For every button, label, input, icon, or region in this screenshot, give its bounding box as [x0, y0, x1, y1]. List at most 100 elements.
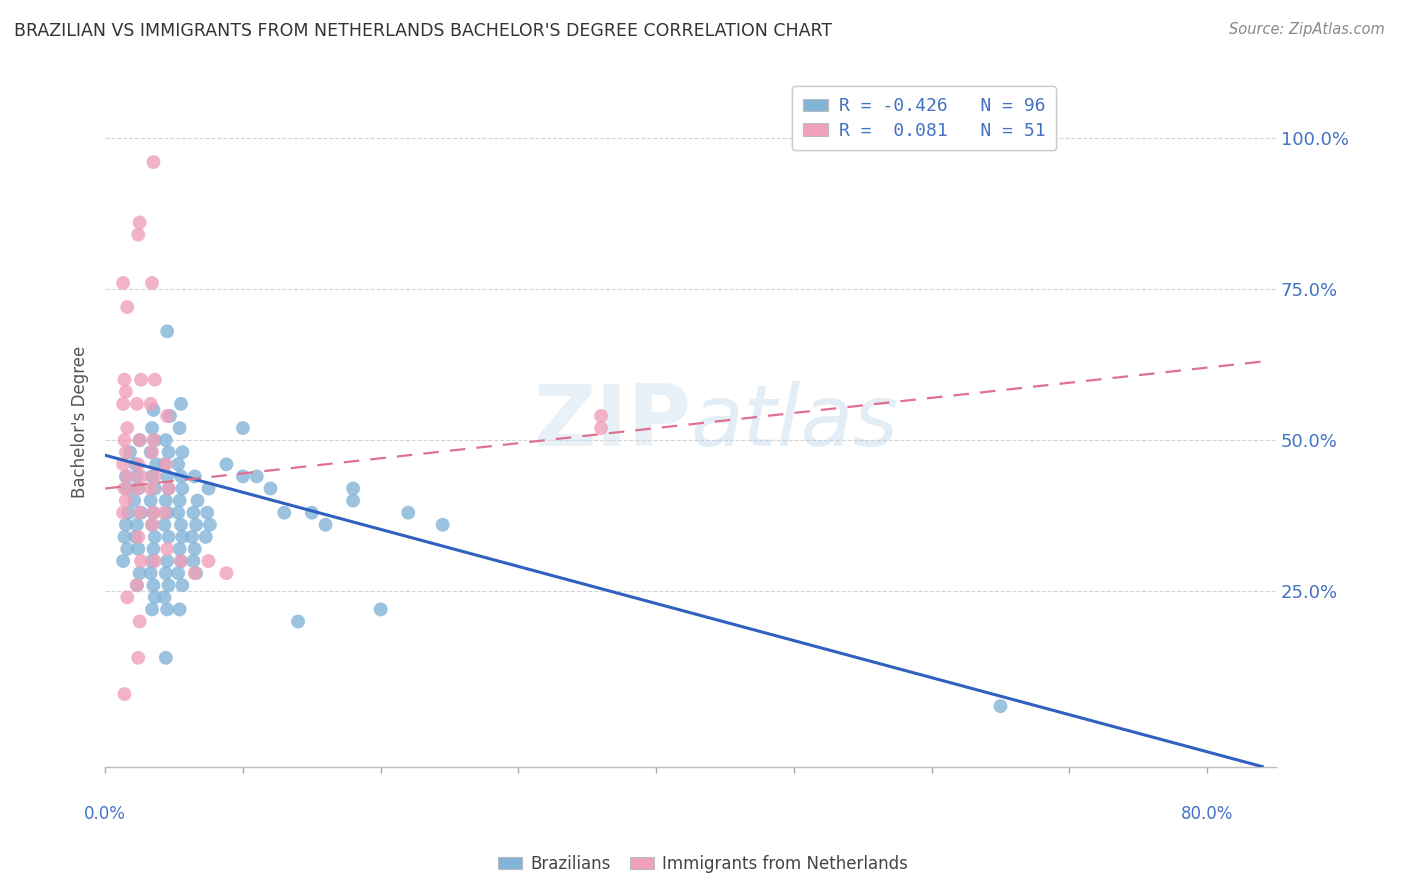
- Point: [273, 506, 295, 520]
- Text: BRAZILIAN VS IMMIGRANTS FROM NETHERLANDS BACHELOR'S DEGREE CORRELATION CHART: BRAZILIAN VS IMMIGRANTS FROM NETHERLANDS…: [14, 22, 832, 40]
- Point: [141, 554, 163, 568]
- Point: [114, 530, 136, 544]
- Point: [143, 482, 166, 496]
- Point: [114, 482, 136, 496]
- Point: [142, 155, 165, 169]
- Point: [169, 541, 191, 556]
- Point: [194, 530, 217, 544]
- Point: [141, 469, 163, 483]
- Point: [259, 482, 281, 496]
- Point: [197, 482, 219, 496]
- Legend: R = -0.426   N = 96, R =  0.081   N = 51: R = -0.426 N = 96, R = 0.081 N = 51: [792, 87, 1056, 151]
- Point: [115, 493, 138, 508]
- Point: [117, 541, 139, 556]
- Point: [128, 433, 150, 447]
- Point: [156, 541, 179, 556]
- Point: [128, 566, 150, 581]
- Point: [156, 409, 179, 423]
- Point: [232, 421, 254, 435]
- Point: [117, 506, 139, 520]
- Text: 0.0%: 0.0%: [84, 805, 127, 823]
- Point: [125, 469, 148, 483]
- Point: [184, 566, 207, 581]
- Point: [195, 506, 218, 520]
- Point: [184, 517, 207, 532]
- Point: [172, 530, 194, 544]
- Point: [432, 517, 454, 532]
- Point: [143, 433, 166, 447]
- Point: [170, 554, 193, 568]
- Text: 80.0%: 80.0%: [1181, 805, 1233, 823]
- Point: [167, 458, 190, 472]
- Point: [370, 602, 392, 616]
- Text: ZIP: ZIP: [533, 381, 690, 464]
- Point: [143, 591, 166, 605]
- Point: [184, 469, 207, 483]
- Point: [215, 566, 238, 581]
- Point: [156, 469, 179, 483]
- Point: [170, 554, 193, 568]
- Point: [153, 591, 176, 605]
- Point: [139, 445, 162, 459]
- Point: [198, 517, 221, 532]
- Point: [342, 482, 364, 496]
- Point: [139, 493, 162, 508]
- Point: [112, 506, 135, 520]
- Point: [115, 469, 138, 483]
- Point: [127, 650, 149, 665]
- Point: [117, 591, 139, 605]
- Point: [169, 421, 191, 435]
- Point: [157, 578, 180, 592]
- Point: [114, 687, 136, 701]
- Point: [169, 493, 191, 508]
- Point: [128, 615, 150, 629]
- Point: [124, 458, 146, 472]
- Point: [124, 530, 146, 544]
- Point: [396, 506, 419, 520]
- Point: [127, 227, 149, 242]
- Point: [129, 469, 152, 483]
- Point: [117, 482, 139, 496]
- Point: [342, 493, 364, 508]
- Point: [589, 409, 612, 423]
- Point: [246, 469, 269, 483]
- Point: [141, 421, 163, 435]
- Point: [128, 506, 150, 520]
- Point: [143, 373, 166, 387]
- Point: [172, 445, 194, 459]
- Point: [125, 517, 148, 532]
- Point: [141, 517, 163, 532]
- Point: [301, 506, 323, 520]
- Point: [139, 566, 162, 581]
- Point: [156, 324, 179, 338]
- Point: [139, 397, 162, 411]
- Point: [117, 421, 139, 435]
- Point: [153, 517, 176, 532]
- Point: [143, 469, 166, 483]
- Text: atlas: atlas: [690, 381, 898, 464]
- Point: [143, 554, 166, 568]
- Point: [183, 554, 205, 568]
- Point: [153, 506, 176, 520]
- Point: [197, 554, 219, 568]
- Point: [155, 566, 177, 581]
- Point: [167, 566, 190, 581]
- Point: [128, 433, 150, 447]
- Point: [215, 458, 238, 472]
- Point: [117, 300, 139, 314]
- Point: [186, 493, 208, 508]
- Point: [156, 506, 179, 520]
- Point: [183, 506, 205, 520]
- Point: [143, 530, 166, 544]
- Point: [315, 517, 337, 532]
- Point: [115, 384, 138, 399]
- Point: [155, 433, 177, 447]
- Point: [125, 578, 148, 592]
- Point: [141, 517, 163, 532]
- Point: [125, 578, 148, 592]
- Point: [156, 554, 179, 568]
- Point: [112, 397, 135, 411]
- Point: [129, 373, 152, 387]
- Point: [167, 506, 190, 520]
- Legend: Brazilians, Immigrants from Netherlands: Brazilians, Immigrants from Netherlands: [492, 848, 914, 880]
